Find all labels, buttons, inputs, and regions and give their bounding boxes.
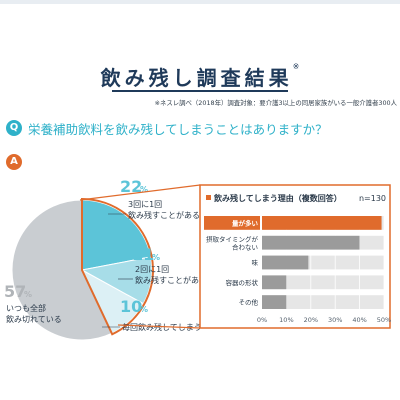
bar-chart-n-label: n=130 [359,194,386,203]
page-title-row: 飲み残し調査結果※ [0,62,400,91]
bar-chart-title: 飲み残してしまう理由（複数回答） [213,193,342,203]
pie-highlight-outline [81,197,154,336]
bar-1 [262,235,360,250]
bar-label-highlight-bg [204,216,260,230]
pie-value-label-10: 10 [120,297,142,316]
pie-slice-57 [11,199,113,341]
page-title: 飲み残し調査結果 [100,66,293,90]
top-border [0,0,400,4]
bar-x-tick-0: 0% [257,316,267,324]
pie-value-unit-57: % [24,290,32,299]
question-badge: Q [6,120,22,136]
bar-category-label-2: 味 [252,258,259,267]
answer-badge: A [6,154,22,170]
bar-2 [262,255,309,270]
bar-0 [262,216,382,230]
pie-slice-label-11: 2回に1回 [135,265,169,274]
connector-line-bottom [117,324,201,329]
pie-slice-label-22: 3回に1回 [128,200,162,209]
pie-value-unit-22: % [140,185,148,194]
bar-3 [262,275,287,290]
question-text: 栄養補助飲料を飲み残してしまうことはありますか？ [28,122,328,137]
bar-x-tick-5: 50% [377,316,391,324]
pie-value-label-57: 57 [4,282,26,301]
pie-slice-label-2-22: 飲み残すことがある [128,210,200,220]
bar-category-label-2-1: 合わない [232,243,258,252]
title-note-mark: ※ [292,62,300,71]
bar-category-label-1: 摂取タイミングが [206,235,259,244]
connector-line-top [79,184,201,201]
title-underline [112,90,288,92]
bar-x-tick-1: 10% [279,316,293,324]
pie-slice-label-2-57: 飲み切れている [6,314,62,324]
pie-value-label-22: 22 [120,177,142,196]
bar-category-label-4: その他 [239,298,259,307]
bar-category-label-3: 容器の形状 [226,278,259,287]
pie-slice-label-2-11: 飲み残すことがある [135,275,207,285]
bar-x-tick-2: 20% [304,316,318,324]
pie-value-label-11: 11 [132,245,154,264]
bar-x-tick-3: 30% [328,316,342,324]
bar-title-marker [206,195,211,200]
bar-category-label-0: 量が多い [232,218,259,227]
source-note: ※ネスレ調べ（2018年）調査対象：要介護3以上の同居家族がいる一般介護者300… [154,99,397,107]
bar-track-3 [262,275,384,290]
bar-4 [262,295,287,309]
pie-value-unit-11: % [152,253,160,262]
bar-x-tick-4: 40% [352,316,366,324]
bar-track-4 [262,295,384,309]
pie-slice-label-57: いつも全部 [6,303,46,313]
pie-value-unit-10: % [140,305,148,314]
